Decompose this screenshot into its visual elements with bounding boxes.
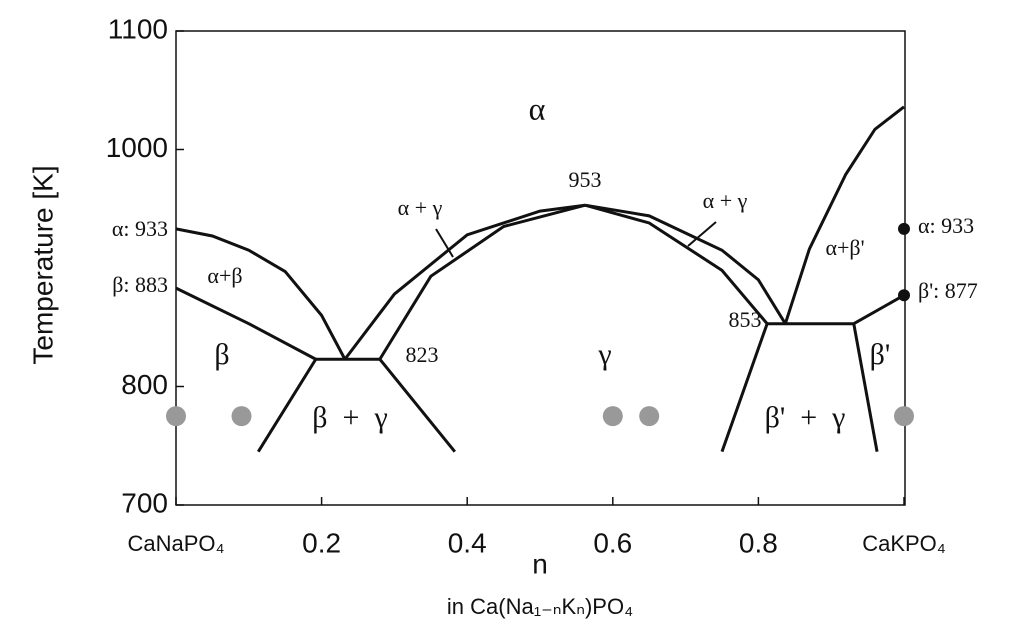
x-axis-subtitle: in Ca(Na₁₋ₙKₙ)PO₄ bbox=[447, 594, 633, 619]
data-point bbox=[231, 406, 252, 427]
annotation: β' + γ bbox=[765, 401, 846, 434]
y-tick-label: 800 bbox=[121, 369, 168, 400]
annotation: α: 933 bbox=[918, 213, 974, 238]
phase-boundary bbox=[175, 286, 317, 361]
x-tick-label: 0.4 bbox=[448, 527, 487, 558]
y-tick-label: 700 bbox=[121, 487, 168, 518]
x-tick-label: 0.8 bbox=[739, 527, 778, 558]
data-point bbox=[894, 406, 914, 427]
data-point bbox=[898, 289, 910, 302]
phase-boundary bbox=[584, 203, 769, 325]
annotation: β' bbox=[870, 338, 891, 371]
annotation: γ bbox=[597, 338, 611, 371]
data-point bbox=[639, 406, 660, 427]
phase-boundary bbox=[853, 293, 905, 326]
annotation: α bbox=[529, 90, 546, 126]
y-tick-label: 1000 bbox=[106, 132, 168, 163]
annotation: α + γ bbox=[703, 188, 748, 213]
phase-boundary bbox=[584, 203, 787, 325]
phase-boundary bbox=[720, 323, 769, 453]
leader-line bbox=[435, 228, 454, 258]
phase-boundary bbox=[852, 323, 879, 452]
x-axis-label: n bbox=[532, 548, 548, 579]
annotation: α+β bbox=[207, 263, 242, 288]
annotation: β + γ bbox=[312, 401, 387, 434]
phase-boundary bbox=[256, 358, 318, 453]
data-point bbox=[166, 406, 186, 427]
leader-line bbox=[687, 221, 717, 247]
y-axis-label: Temperature [K] bbox=[27, 165, 58, 364]
x-tick-label: CaKPO₄ bbox=[862, 531, 946, 556]
x-tick-label: 0.2 bbox=[302, 527, 341, 558]
annotation: 853 bbox=[729, 307, 762, 332]
annotation: α: 933 bbox=[112, 216, 168, 241]
plot-frame bbox=[175, 30, 906, 506]
annotation: β bbox=[214, 338, 229, 371]
annotation: β: 883 bbox=[112, 272, 168, 297]
phase-boundary bbox=[175, 227, 347, 360]
x-tick-label: CaNaPO₄ bbox=[127, 531, 224, 556]
annotation: α + γ bbox=[398, 195, 443, 220]
phase-boundary bbox=[378, 203, 586, 361]
y-tick-label: 1100 bbox=[108, 13, 168, 44]
phase-boundary bbox=[783, 105, 905, 325]
data-point bbox=[602, 406, 623, 427]
annotation: 953 bbox=[569, 167, 602, 192]
annotation: β': 877 bbox=[918, 278, 978, 303]
phase-boundary bbox=[343, 203, 586, 361]
data-point bbox=[898, 222, 910, 235]
annotation: α+β' bbox=[825, 235, 864, 260]
phase-boundary bbox=[378, 358, 456, 453]
annotation: 823 bbox=[406, 342, 439, 367]
x-tick-label: 0.6 bbox=[593, 527, 632, 558]
